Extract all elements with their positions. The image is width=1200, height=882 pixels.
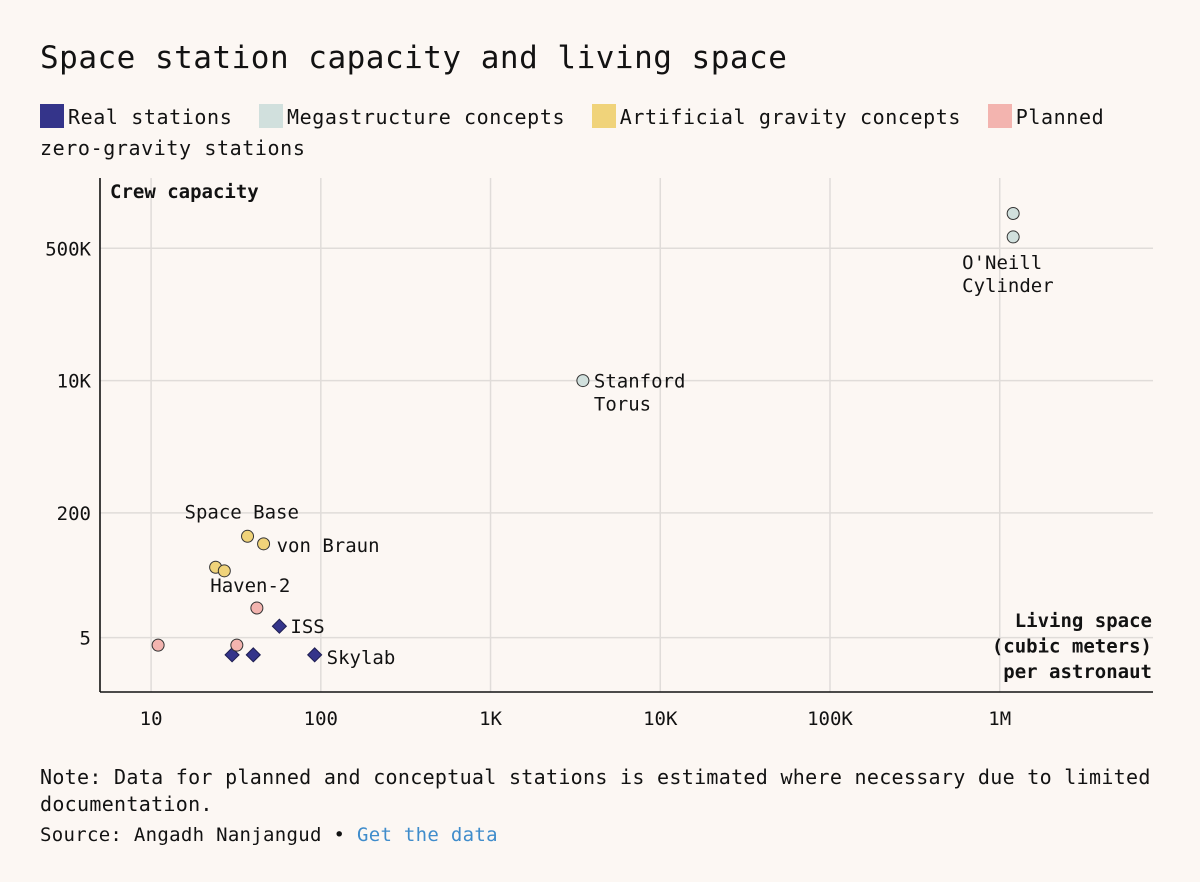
point-label-o-neill-cylinder-line-2: Cylinder bbox=[962, 275, 1054, 297]
point-label-skylab: Skylab bbox=[327, 647, 396, 669]
x-tick-label-10k: 10K bbox=[643, 708, 678, 730]
x-axis-title-line-2: (cubic meters) bbox=[992, 636, 1152, 658]
x-axis-title-line-3: per astronaut bbox=[1003, 661, 1152, 683]
source-line: Source: Angadh Nanjangud • Get the data bbox=[40, 824, 498, 846]
x-tick-label-1k: 1K bbox=[479, 708, 502, 730]
legend-label-real-stations: Real stations bbox=[68, 105, 233, 129]
point-label-stanford-torus: Stanford Torus bbox=[594, 371, 686, 416]
point-label-o-neill-cylinder-line-1: O'Neill bbox=[962, 252, 1042, 274]
point-artificial-gravity-concepts-4[interactable] bbox=[217, 564, 231, 578]
x-tick-label-100: 100 bbox=[304, 708, 338, 730]
point-planned-zero-gravity-stations-3[interactable] bbox=[230, 638, 244, 652]
point-real-stations-3[interactable] bbox=[271, 618, 288, 634]
point-planned-zero-gravity-stations-2[interactable] bbox=[151, 638, 165, 652]
point-artificial-gravity-concepts-2[interactable] bbox=[257, 537, 271, 551]
y-tick-label-500k: 500K bbox=[45, 238, 91, 260]
point-label-stanford-torus-line-2: Torus bbox=[594, 394, 651, 416]
y-tick-label-200: 200 bbox=[57, 503, 91, 525]
x-tick-label-10: 10 bbox=[140, 708, 163, 730]
legend-label-artificial-gravity: Artificial gravity concepts bbox=[619, 105, 962, 129]
y-tick-label-5: 5 bbox=[80, 628, 91, 650]
legend-swatch-real-stations bbox=[40, 104, 64, 128]
point-label-stanford-torus-line-1: Stanford bbox=[594, 371, 686, 393]
point-real-stations-2[interactable] bbox=[245, 647, 261, 663]
point-megastructure-concepts-1[interactable] bbox=[576, 374, 590, 388]
x-axis-title-line-1: Living space bbox=[1015, 610, 1152, 632]
point-megastructure-concepts-3[interactable] bbox=[1006, 230, 1020, 244]
legend-item-artificial-gravity[interactable]: Artificial gravity concepts bbox=[591, 104, 975, 129]
chart-note: Note: Data for planned and conceptual st… bbox=[40, 765, 1151, 816]
point-artificial-gravity-concepts-1[interactable] bbox=[241, 529, 255, 543]
legend-swatch-megastructure bbox=[259, 104, 283, 128]
legend-item-real-stations[interactable]: Real stations bbox=[40, 104, 246, 129]
legend: Real stations Megastructure concepts Art… bbox=[40, 102, 1160, 164]
point-label-o-neill-cylinder: O'Neill Cylinder bbox=[962, 252, 1054, 297]
point-megastructure-concepts-2[interactable] bbox=[1006, 206, 1020, 220]
legend-swatch-artificial-gravity bbox=[591, 104, 616, 128]
legend-label-planned-zero-gravity: Planned zero-gravity stations bbox=[40, 105, 1105, 160]
point-label-haven-2: Haven-2 bbox=[210, 575, 290, 597]
point-label-iss: ISS bbox=[290, 616, 324, 638]
y-axis-title: Crew capacity bbox=[110, 181, 259, 203]
legend-item-planned-zero-gravity[interactable]: Planned zero-gravity stations bbox=[40, 104, 1105, 160]
y-tick-label-10k: 10K bbox=[57, 371, 92, 393]
point-real-stations-4[interactable] bbox=[306, 647, 323, 663]
legend-swatch-planned-zero-gravity bbox=[987, 104, 1012, 128]
x-tick-label-100k: 100K bbox=[807, 708, 853, 730]
chart-title: Space station capacity and living space bbox=[40, 40, 788, 76]
point-label-von-braun: von Braun bbox=[277, 535, 380, 557]
point-planned-zero-gravity-stations-1[interactable] bbox=[250, 601, 264, 615]
legend-item-megastructure[interactable]: Megastructure concepts bbox=[259, 104, 579, 129]
get-the-data-link[interactable]: Get the data bbox=[356, 824, 498, 846]
x-tick-label-1m: 1M bbox=[988, 708, 1011, 730]
point-label-space-base: Space Base bbox=[185, 501, 299, 523]
legend-label-megastructure: Megastructure concepts bbox=[287, 105, 566, 129]
source-credit: Source: Angadh Nanjangud • bbox=[40, 824, 346, 846]
